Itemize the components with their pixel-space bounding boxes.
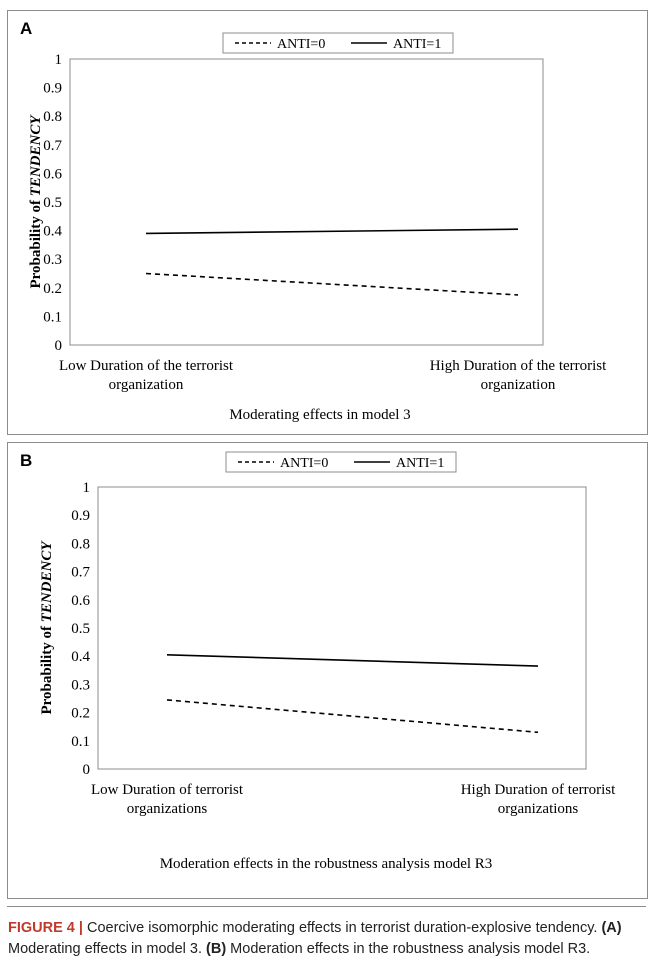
y-tick-label: 1 — [55, 52, 63, 68]
legend-label: ANTI=0 — [280, 456, 328, 471]
y-tick-label: 0.6 — [71, 593, 90, 609]
y-tick-label: 0.3 — [43, 252, 62, 268]
y-tick-label: 0.1 — [43, 309, 62, 325]
legend-label: ANTI=0 — [277, 37, 325, 52]
caption-divider — [7, 906, 646, 907]
y-tick-label: 0.3 — [71, 677, 90, 693]
y-tick-label: 0.8 — [71, 536, 90, 552]
y-tick-label: 0.2 — [43, 281, 62, 297]
series-line-anti-1 — [145, 228, 519, 235]
x-category-label: High Duration of the terrorist organizati… — [430, 358, 607, 393]
series-line-anti-0 — [166, 699, 539, 734]
caption-a-label: (A) — [601, 920, 622, 936]
caption-text: Coercive isomorphic moderating effects i… — [82, 920, 602, 936]
panel-label-a: A — [20, 19, 33, 38]
panel-subtitle: Moderation effects in the robustness ana… — [160, 856, 493, 872]
series-line-anti-0 — [145, 272, 519, 296]
chart-b-svg: 0 0.1 0.2 0.3 0.4 0.5 0.6 0.7 0.8 0.9 1 Probability… — [39, 451, 616, 872]
x-category-label: Low Duration of the terrorist organizatio… — [59, 358, 234, 393]
y-tick-label: 0 — [55, 338, 63, 354]
chart-panel-b: B 0 0.1 0.2 0.3 0.4 0.5 0.6 0.7 0.8 0.9 1 Probabili… — [7, 442, 648, 899]
y-tick-label: 0.2 — [71, 706, 90, 722]
y-tick-label: 0.5 — [71, 621, 90, 637]
legend-box — [225, 451, 457, 473]
legend-label: ANTI=1 — [396, 456, 444, 471]
x-category-label: Low Duration of terrorist organizations — [91, 782, 244, 817]
legend-box — [222, 32, 454, 54]
y-tick-label: 0.4 — [71, 649, 90, 665]
y-tick-label: 0.8 — [43, 109, 62, 125]
y-axis-label: Probability of TENDENCY — [39, 540, 55, 715]
y-tick-label: 0.4 — [43, 224, 62, 240]
legend-label: ANTI=1 — [393, 37, 441, 52]
y-tick-label: 0.1 — [71, 734, 90, 750]
legend: ANTI=0 ANTI=1 — [222, 32, 454, 54]
chart-a-svg: 0 0.1 0.2 0.3 0.4 0.5 0.6 0.7 0.8 0.9 1 Probability… — [28, 32, 607, 423]
x-category-label: High Duration of terrorist organizations — [461, 782, 616, 817]
panel-label-b: B — [20, 451, 33, 470]
y-axis-label: Probability of TENDENCY — [28, 114, 44, 289]
y-tick-label: 0.9 — [43, 81, 62, 97]
y-tick-label: 0.5 — [43, 195, 62, 211]
chart-panel-a: A 0 0.1 0.2 0.3 0.4 0.5 0.6 0.7 0.8 0.9 1 Probabili… — [7, 10, 648, 435]
panel-subtitle: Moderating effects in model 3 — [229, 407, 410, 423]
y-tick-label: 0.6 — [43, 166, 62, 182]
y-tick-label: 0.7 — [71, 565, 90, 581]
caption-a-text: Moderating effects in model 3. — [8, 941, 207, 957]
y-tick-label: 0.9 — [71, 508, 90, 524]
legend: ANTI=0 ANTI=1 — [225, 451, 457, 473]
y-tick-label: 1 — [83, 480, 91, 496]
y-tick-label: 0 — [83, 762, 91, 778]
plot-area — [97, 486, 587, 770]
y-tick-label: 0.7 — [43, 138, 62, 154]
caption-b-label: (B) — [206, 941, 227, 957]
figure-caption: FIGURE 4 | Coercive isomorphic moderatin… — [8, 918, 638, 960]
caption-figure-label: FIGURE 4 | — [8, 920, 83, 936]
series-line-anti-1 — [166, 653, 539, 667]
caption-b-text: Moderation effects in the robustness ana… — [226, 941, 591, 957]
plot-area — [69, 58, 544, 346]
